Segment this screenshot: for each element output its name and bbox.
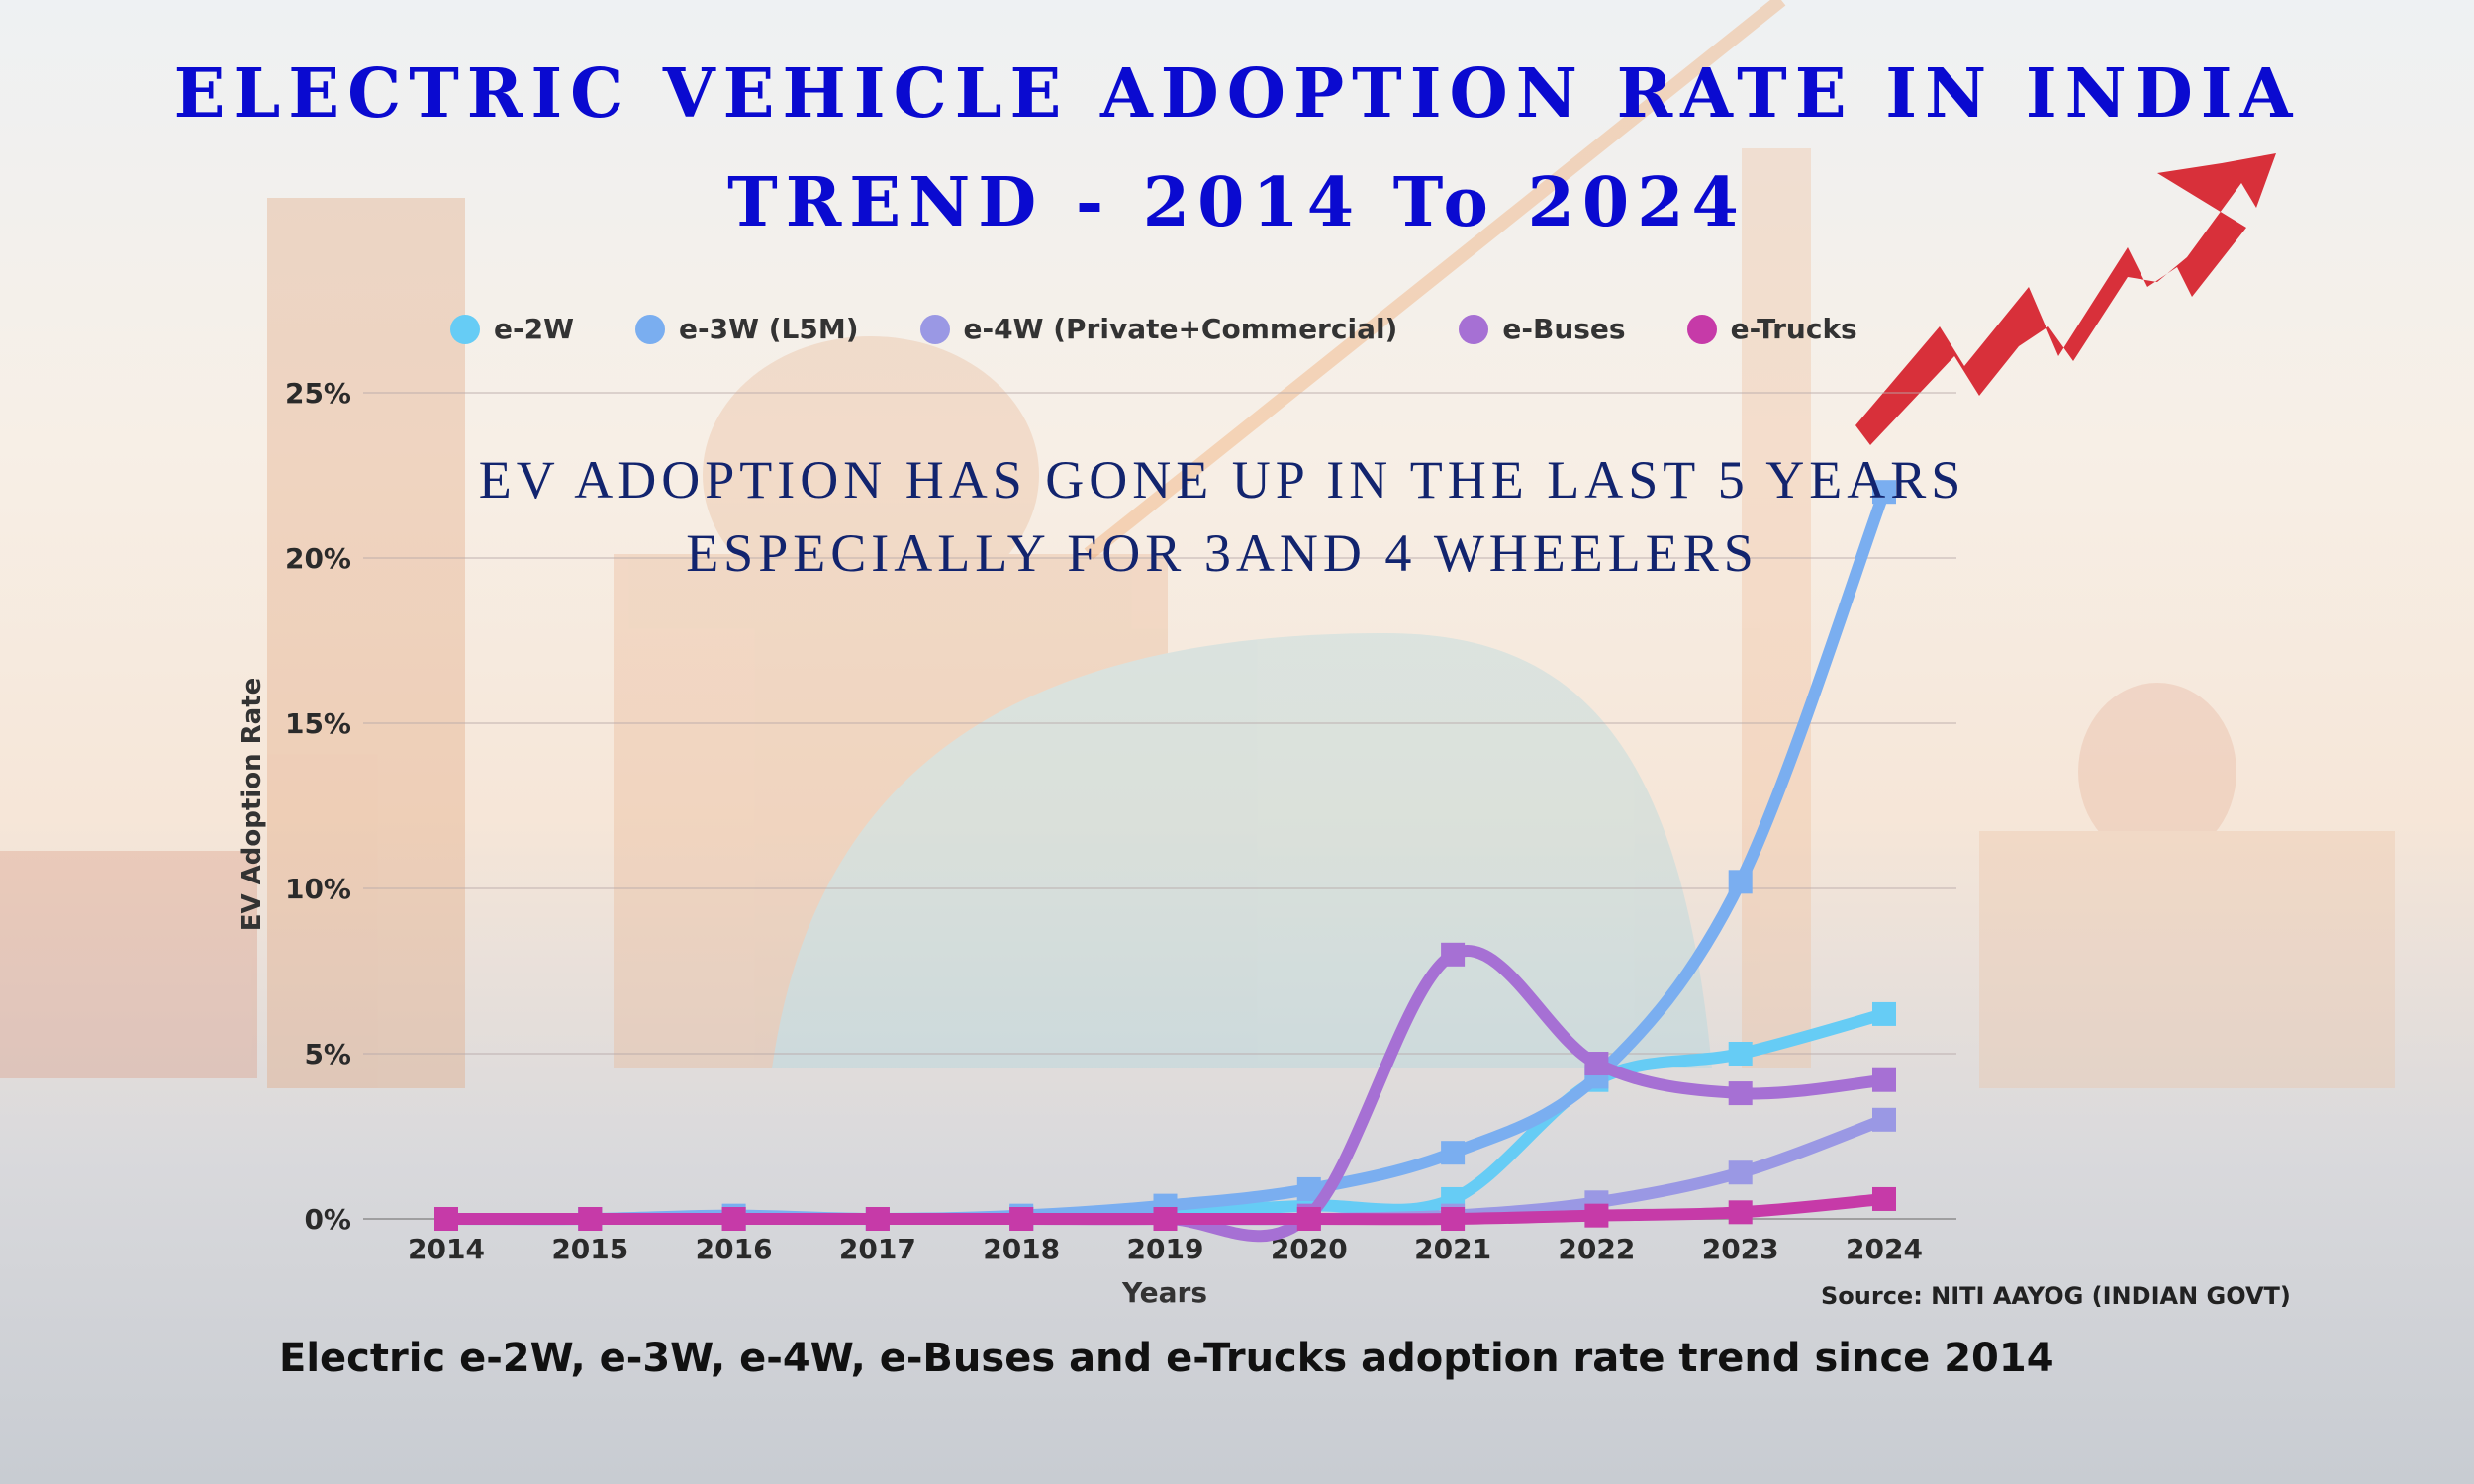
- chart-title-line2: TREND - 2014 To 2024: [727, 163, 1747, 242]
- data-point-marker: [1872, 1107, 1896, 1132]
- tower-shape: [267, 198, 465, 1088]
- data-point-marker: [1441, 1207, 1466, 1231]
- data-point-marker: [865, 1207, 890, 1231]
- data-point-marker: [1153, 1207, 1178, 1231]
- legend-label: e-Buses: [1502, 313, 1626, 345]
- legend: e-2W e-3W (L5M) e-4W (Private+Commercial…: [450, 313, 1857, 345]
- legend-label: e-3W (L5M): [678, 313, 859, 345]
- series-line-e-3w-l5m-: [440, 486, 1890, 1226]
- chart-title-line1: ELECTRIC VEHICLE ADOPTION RATE IN INDIA: [173, 54, 2301, 134]
- data-point-marker: [1872, 480, 1896, 505]
- legend-dot-icon: [450, 314, 480, 344]
- data-point-marker: [1872, 1067, 1896, 1092]
- legend-item-e3w[interactable]: e-3W (L5M): [634, 313, 859, 345]
- legend-dot-icon: [1686, 314, 1717, 344]
- caption-text: Electric e-2W, e-3W, e-4W, e-Buses and e…: [279, 1336, 2054, 1381]
- legend-label: e-Trucks: [1730, 313, 1857, 345]
- legend-item-e4w[interactable]: e-4W (Private+Commercial): [919, 313, 1398, 345]
- data-point-marker: [1728, 870, 1753, 894]
- legend-item-etrucks[interactable]: e-Trucks: [1686, 313, 1857, 345]
- y-tick-label: 25%: [285, 377, 351, 410]
- data-point-marker: [1728, 1160, 1753, 1185]
- y-axis-label: EV Adoption Rate: [238, 677, 267, 932]
- x-tick-label: 2015: [551, 1233, 628, 1265]
- data-point-marker: [1296, 1176, 1321, 1201]
- y-tick-label: 10%: [285, 873, 351, 905]
- legend-label: e-4W (Private+Commercial): [963, 313, 1398, 345]
- legend-dot-icon: [1459, 314, 1489, 344]
- x-tick-label: 2022: [1558, 1233, 1635, 1265]
- car-shape: [772, 633, 1712, 1068]
- y-tick-label: 15%: [285, 707, 351, 740]
- legend-item-e2w[interactable]: e-2W: [450, 313, 574, 345]
- legend-item-ebuses[interactable]: e-Buses: [1459, 313, 1626, 345]
- data-point-marker: [1728, 1081, 1753, 1106]
- legend-dot-icon: [919, 314, 950, 344]
- x-tick-label: 2017: [839, 1233, 916, 1265]
- source-text: Source: NITI AAYOG (INDIAN GOVT): [1821, 1282, 2291, 1310]
- x-tick-label: 2024: [1846, 1233, 1923, 1265]
- legend-dot-icon: [634, 314, 665, 344]
- data-point-marker: [1872, 1186, 1896, 1211]
- x-tick-label: 2014: [408, 1233, 485, 1265]
- dome-shape: [703, 336, 1039, 613]
- data-point-marker: [1872, 1001, 1896, 1026]
- legend-label: e-2W: [494, 313, 574, 345]
- y-tick-label: 20%: [285, 542, 351, 575]
- data-point-marker: [1728, 1200, 1753, 1225]
- data-point-marker: [434, 1207, 458, 1231]
- x-axis-label: Years: [1121, 1276, 1208, 1309]
- y-tick-label: 5%: [304, 1038, 351, 1070]
- x-tick-label: 2019: [1127, 1233, 1204, 1265]
- x-tick-label: 2023: [1702, 1233, 1779, 1265]
- data-point-marker: [1296, 1207, 1321, 1231]
- x-tick-label: 2016: [696, 1233, 773, 1265]
- data-point-marker: [1584, 1052, 1609, 1076]
- x-tick-label: 2018: [983, 1233, 1060, 1265]
- x-tick-label: 2020: [1271, 1233, 1348, 1265]
- x-tick-label: 2021: [1414, 1233, 1491, 1265]
- data-point-marker: [1441, 1141, 1466, 1165]
- data-point-marker: [1441, 942, 1466, 967]
- data-point-marker: [721, 1207, 746, 1231]
- y-tick-label: 0%: [304, 1203, 351, 1236]
- data-point-marker: [1009, 1207, 1034, 1231]
- red-trend-arrow: [1856, 153, 2276, 445]
- annotation-text: EV ADOPTION HAS GONE UP IN THE LAST 5 YE…: [478, 450, 1966, 583]
- data-point-marker: [1584, 1203, 1609, 1228]
- data-point-marker: [578, 1207, 603, 1231]
- data-point-marker: [1728, 1042, 1753, 1066]
